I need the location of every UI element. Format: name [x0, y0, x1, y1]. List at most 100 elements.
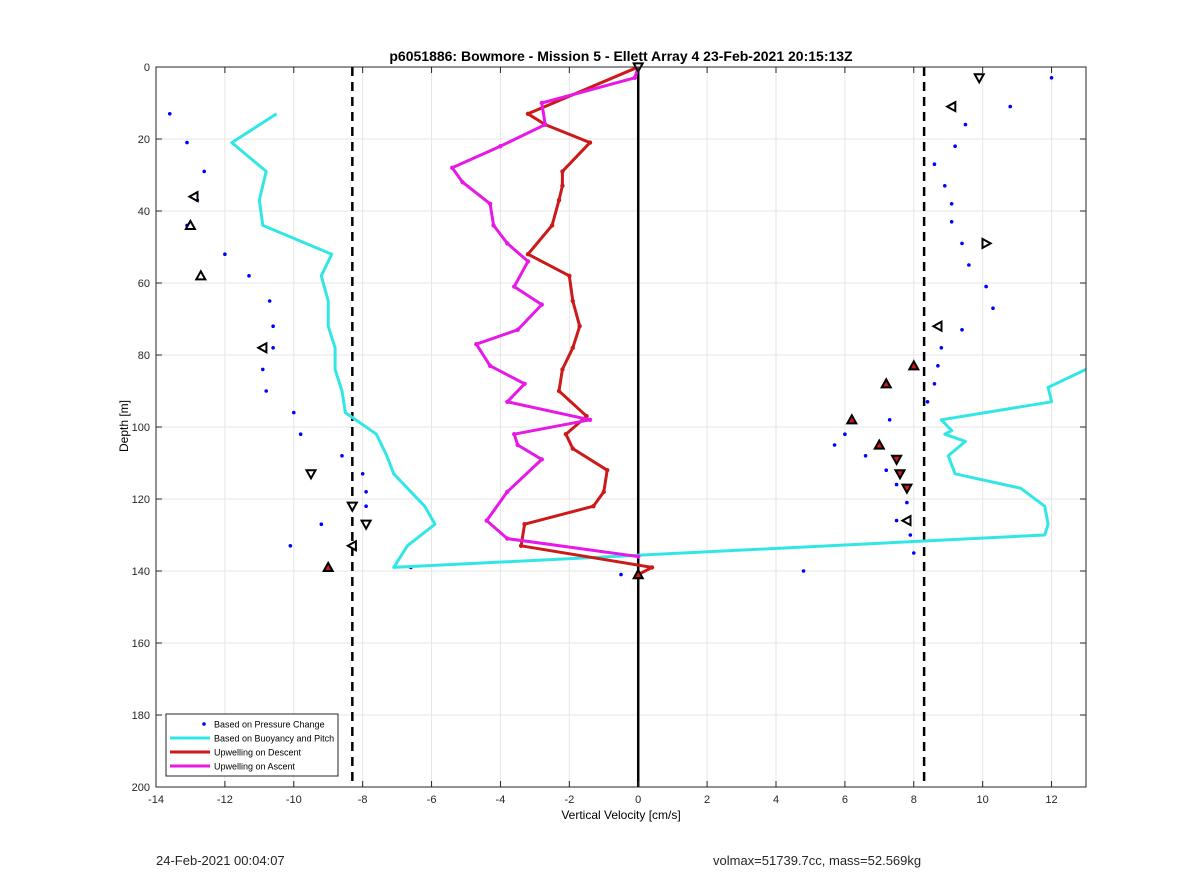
- x-tick-label: -4: [496, 794, 506, 806]
- y-axis-label: Depth [m]: [117, 400, 131, 452]
- data-point: [894, 482, 899, 487]
- series-point: [556, 198, 562, 203]
- data-point: [288, 544, 293, 548]
- series-point: [649, 565, 655, 570]
- series-point: [505, 489, 510, 494]
- chart-title: p6051886: Bowmore - Mission 5 - Ellett A…: [389, 48, 853, 64]
- x-tick-label: -12: [217, 794, 233, 806]
- data-point: [991, 306, 995, 311]
- triangle-marker: [931, 320, 943, 333]
- axis-ticks: -14 -12 -10 -8 -6 -4 -2 0 2 4 6 8 10 1202040608010012…: [132, 62, 1086, 806]
- data-point: [167, 112, 172, 116]
- legend-item: Upwelling on Descent: [170, 748, 302, 758]
- data-point: [291, 410, 296, 415]
- series-point: [591, 504, 596, 509]
- series-point: [567, 273, 572, 278]
- triangle-marker: [194, 269, 207, 281]
- triangle-marker: [322, 560, 335, 572]
- data-point: [925, 400, 930, 404]
- series-point: [543, 122, 548, 127]
- data-point: [319, 522, 324, 526]
- data-point: [185, 140, 189, 145]
- data-point: [340, 454, 344, 458]
- series-based-on-pressure-change: [167, 76, 1054, 577]
- x-tick-label: -2: [564, 794, 574, 806]
- triangle-marker: [845, 413, 858, 425]
- series-point: [498, 144, 503, 149]
- series-point: [505, 536, 510, 541]
- series-point: [474, 342, 479, 347]
- data-point: [963, 122, 968, 127]
- data-point: [887, 418, 892, 422]
- series-point: [450, 165, 455, 170]
- series-point: [512, 432, 517, 437]
- series-point: [560, 169, 565, 174]
- data-point: [894, 518, 899, 523]
- triangle-marker: [973, 73, 986, 85]
- series-point: [570, 298, 575, 304]
- data-point: [949, 202, 954, 206]
- y-tick-label: 120: [132, 494, 150, 506]
- data-point: [843, 432, 847, 437]
- data-point: [984, 284, 988, 289]
- data-point: [967, 263, 971, 267]
- data-point: [949, 220, 954, 224]
- series-point: [505, 399, 510, 404]
- series-layer: [167, 64, 1087, 577]
- triangle-marker: [345, 539, 357, 552]
- series-point: [570, 345, 575, 350]
- series-point: [539, 302, 544, 307]
- data-point: [267, 299, 272, 303]
- y-tick-label: 180: [132, 710, 150, 722]
- series-line: [450, 66, 640, 559]
- legend-item: Upwelling on Ascent: [170, 762, 296, 772]
- series-point: [525, 252, 531, 257]
- triangle-marker: [900, 514, 912, 527]
- data-point: [936, 364, 940, 368]
- y-tick-label: 20: [138, 134, 150, 146]
- y-tick-label: 160: [132, 638, 150, 650]
- series-line: [230, 112, 1087, 569]
- series-point: [601, 489, 606, 494]
- data-point: [264, 389, 269, 393]
- x-tick-label: 0: [635, 794, 641, 806]
- data-point: [942, 184, 947, 188]
- data-point: [863, 454, 868, 458]
- data-point: [905, 500, 909, 505]
- data-point: [364, 490, 368, 494]
- x-tick-label: 8: [911, 794, 917, 806]
- series-point: [515, 442, 520, 448]
- series-point: [563, 432, 569, 437]
- y-tick-label: 0: [144, 62, 150, 74]
- series-upwelling-on-descent: [518, 64, 655, 577]
- data-point: [884, 468, 889, 473]
- series-point: [587, 140, 593, 145]
- data-point: [619, 572, 623, 577]
- series-point: [505, 241, 510, 246]
- series-point: [605, 468, 610, 473]
- x-tick-label: -14: [148, 794, 164, 806]
- data-point: [801, 569, 806, 573]
- data-point: [1008, 104, 1013, 109]
- y-tick-label: 60: [138, 278, 150, 290]
- data-point: [953, 144, 957, 148]
- x-tick-label: 10: [977, 794, 989, 806]
- series-point: [512, 284, 517, 289]
- triangle-marker: [907, 359, 920, 371]
- series-point: [487, 201, 493, 206]
- footer-stats: volmax=51739.7cc, mass=52.569kg: [713, 853, 922, 868]
- x-tick-label: 2: [704, 794, 710, 806]
- triangle-marker: [900, 483, 914, 495]
- data-point: [271, 346, 275, 350]
- x-tick-label: -6: [427, 794, 437, 806]
- legend-label: Based on Buoyancy and Pitch: [214, 734, 334, 744]
- data-point: [960, 241, 964, 246]
- legend-swatch: [202, 722, 206, 726]
- series-point: [518, 543, 524, 548]
- series-based-on-buoyancy-and-pitch: [230, 112, 1087, 569]
- data-point: [932, 382, 937, 386]
- legend: Based on Pressure Change Based on Buoyanc…: [165, 713, 339, 777]
- y-tick-label: 100: [132, 422, 150, 434]
- x-tick-label: -8: [358, 794, 368, 806]
- series-point: [577, 324, 582, 329]
